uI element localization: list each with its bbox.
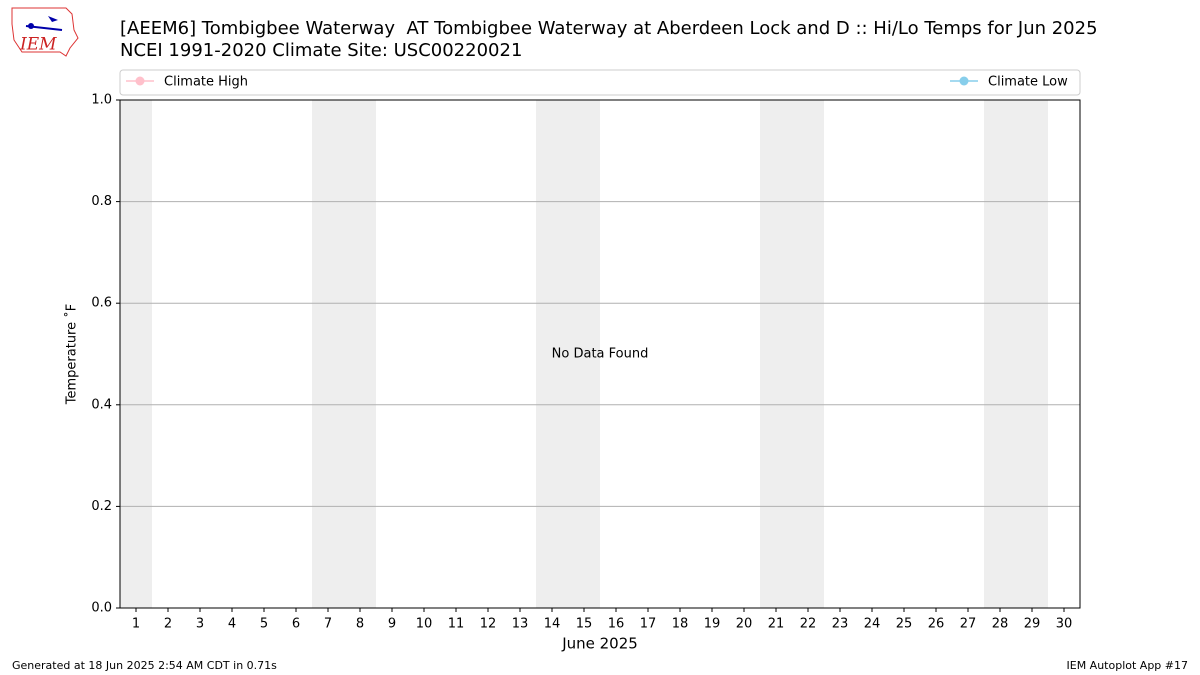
x-tick-label: 16	[608, 617, 625, 632]
x-tick-label: 30	[1056, 617, 1073, 632]
x-tick-label: 13	[512, 617, 529, 632]
y-axis-label: Temperature ˚F	[64, 304, 80, 405]
x-tick-label: 26	[928, 617, 945, 632]
legend-frame	[119, 69, 1081, 96]
x-tick-label: 11	[448, 617, 465, 632]
y-tick-label: 1.0	[91, 93, 112, 108]
annotation: No Data Found	[552, 347, 649, 362]
weekend-band	[536, 100, 600, 608]
logo-outline	[11, 7, 79, 57]
chart-title: [AEEM6] Tombigbee Waterway AT Tombigbee …	[120, 18, 1098, 39]
plot-frame	[119, 99, 1081, 609]
logo-text: IEM	[19, 35, 57, 55]
x-tick-label: 24	[864, 617, 881, 632]
x-tick-label: 20	[736, 617, 753, 632]
x-tick-label: 10	[416, 617, 433, 632]
logo: IEM	[11, 7, 79, 57]
x-axis-label: June 2025	[561, 635, 638, 653]
x-tick-label: 23	[832, 617, 849, 632]
x-tick-label: 9	[388, 617, 396, 632]
x-tick-label: 8	[356, 617, 364, 632]
y-tick-label: 0.2	[91, 499, 112, 514]
x-tick-label: 5	[260, 617, 268, 632]
x-tick-label: 22	[800, 617, 817, 632]
x-tick-label: 4	[228, 617, 236, 632]
weekend-band	[312, 100, 376, 608]
chart-subtitle: NCEI 1991-2020 Climate Site: USC00220021	[120, 40, 522, 61]
x-tick-label: 3	[196, 617, 204, 632]
footer-left: Generated at 18 Jun 2025 2:54 AM CDT in …	[12, 659, 277, 672]
y-tick-label: 0.6	[91, 296, 112, 311]
legend-label: Climate High	[164, 75, 248, 90]
x-tick-label: 21	[768, 617, 785, 632]
x-tick-label: 12	[480, 617, 497, 632]
x-tick-label: 15	[576, 617, 593, 632]
x-tick-label: 18	[672, 617, 689, 632]
footer-right: IEM Autoplot App #17	[1067, 659, 1189, 672]
x-tick-label: 25	[896, 617, 913, 632]
logo-flag	[48, 16, 58, 22]
x-tick-label: 27	[960, 617, 977, 632]
x-tick-label: 14	[544, 617, 561, 632]
x-tick-label: 19	[704, 617, 721, 632]
weekend-band	[120, 100, 152, 608]
x-tick-label: 29	[1024, 617, 1041, 632]
y-tick-label: 0.0	[91, 601, 112, 616]
weekend-band	[760, 100, 824, 608]
x-tick-label: 28	[992, 617, 1009, 632]
x-tick-label: 17	[640, 617, 657, 632]
x-tick-label: 1	[132, 617, 140, 632]
x-tick-label: 6	[292, 617, 300, 632]
legend-label: Climate Low	[988, 75, 1068, 90]
x-tick-label: 7	[324, 617, 332, 632]
x-tick-label: 2	[164, 617, 172, 632]
logo-dot	[28, 23, 34, 29]
y-tick-label: 0.8	[91, 194, 112, 209]
weekend-band	[984, 100, 1048, 608]
y-tick-label: 0.4	[91, 397, 112, 412]
legend-marker	[135, 76, 145, 86]
legend-marker	[959, 76, 969, 86]
